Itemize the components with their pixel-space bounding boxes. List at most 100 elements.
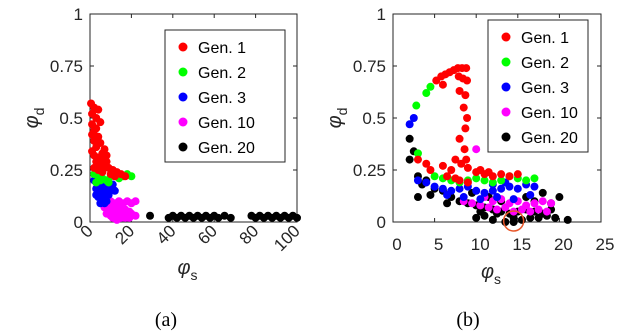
y-tick-label: 0.5: [362, 109, 386, 128]
data-point: [455, 86, 464, 95]
x-tick-label: 20: [554, 235, 573, 254]
legend-marker: [178, 92, 188, 102]
legend-marker: [178, 42, 188, 52]
data-point: [463, 76, 472, 85]
x-tick-label: 10: [471, 235, 490, 254]
data-point: [530, 174, 539, 183]
data-point: [426, 166, 435, 174]
data-point: [463, 178, 472, 187]
data-point: [447, 166, 456, 174]
legend-marker: [178, 117, 188, 127]
data-point: [460, 145, 469, 154]
highlight-circle: [502, 210, 525, 232]
data-point: [438, 184, 447, 193]
data-point: [530, 182, 539, 191]
data-point: [501, 218, 510, 226]
data-point: [534, 205, 543, 214]
legend-label: Gen. 20: [521, 130, 578, 147]
data-point: [493, 193, 501, 202]
data-point: [146, 211, 155, 220]
data-point: [509, 195, 518, 204]
data-point: [121, 172, 130, 181]
data-point: [459, 193, 468, 202]
x-tick-label: 5: [434, 235, 443, 254]
data-point: [555, 193, 564, 202]
y-tick-label: 0.75: [50, 57, 83, 76]
y-tick-label: 1: [377, 5, 386, 24]
data-point: [547, 199, 556, 208]
y-tick-label: 0.25: [50, 161, 83, 180]
legend-label: Gen. 20: [198, 140, 255, 157]
data-point: [430, 182, 439, 191]
y-axis-label-subscript: d: [31, 108, 47, 116]
data-point: [98, 168, 107, 177]
data-point: [426, 190, 435, 199]
data-point: [461, 91, 470, 100]
data-point: [88, 147, 97, 156]
data-point: [104, 190, 113, 199]
data-point: [563, 215, 572, 224]
data-point: [451, 155, 460, 164]
data-point: [405, 155, 414, 164]
data-point: [96, 138, 105, 147]
data-point: [542, 207, 551, 216]
data-point: [430, 172, 439, 181]
data-point: [96, 118, 105, 127]
data-point: [455, 176, 464, 185]
legend-label: Gen. 2: [521, 55, 569, 72]
x-tick-label: 80: [236, 221, 263, 248]
data-point: [413, 193, 422, 202]
data-point: [476, 166, 485, 174]
data-point: [484, 168, 493, 177]
data-point: [131, 197, 140, 206]
data-point: [409, 114, 418, 122]
legend-label: Gen. 3: [521, 80, 569, 97]
data-point: [405, 120, 414, 129]
data-point: [426, 82, 435, 91]
data-point: [526, 207, 535, 216]
data-point: [517, 215, 526, 224]
x-tick-label: 40: [153, 221, 180, 248]
data-point: [443, 190, 452, 199]
x-axis-label-subscript: s: [494, 271, 501, 287]
x-tick-label: 20: [111, 221, 138, 248]
data-point: [463, 114, 472, 122]
data-point: [100, 199, 109, 208]
legend-marker: [501, 82, 511, 92]
data-point: [480, 176, 489, 185]
panel-a-chart: 0 0.25 0.5 0.75 1 0 20 40 60 80 100 φs φd Gen. 1 Gen. …: [21, 5, 304, 283]
y-axis-label: φd: [21, 108, 47, 129]
data-point: [131, 211, 140, 220]
x-tick-label: 15: [512, 235, 531, 254]
data-point: [422, 159, 431, 168]
data-point: [413, 176, 422, 185]
data-point: [538, 197, 547, 206]
data-point: [457, 159, 466, 168]
data-point: [480, 188, 489, 197]
data-point: [92, 190, 101, 199]
data-point: [526, 213, 535, 222]
data-point: [472, 145, 481, 154]
y-tick-label: 0.25: [353, 161, 386, 180]
x-tick-label: 25: [596, 235, 615, 254]
data-point: [127, 172, 136, 181]
y-axis-label-subscript: d: [334, 108, 350, 116]
legend-marker: [501, 32, 511, 42]
data-point: [534, 213, 543, 222]
data-point: [455, 134, 464, 143]
data-point: [94, 105, 103, 114]
x-tick-label: 60: [194, 221, 221, 248]
data-point: [461, 124, 470, 133]
data-point: [462, 64, 471, 73]
data-point: [472, 213, 481, 222]
data-point: [501, 203, 510, 212]
data-point: [488, 186, 497, 195]
data-point: [476, 195, 485, 204]
legend-label: Gen. 1: [198, 40, 246, 57]
data-point: [459, 103, 468, 112]
data-point: [505, 172, 514, 181]
legend-marker: [178, 142, 188, 152]
data-point: [488, 178, 497, 187]
legend-marker: [501, 107, 511, 117]
